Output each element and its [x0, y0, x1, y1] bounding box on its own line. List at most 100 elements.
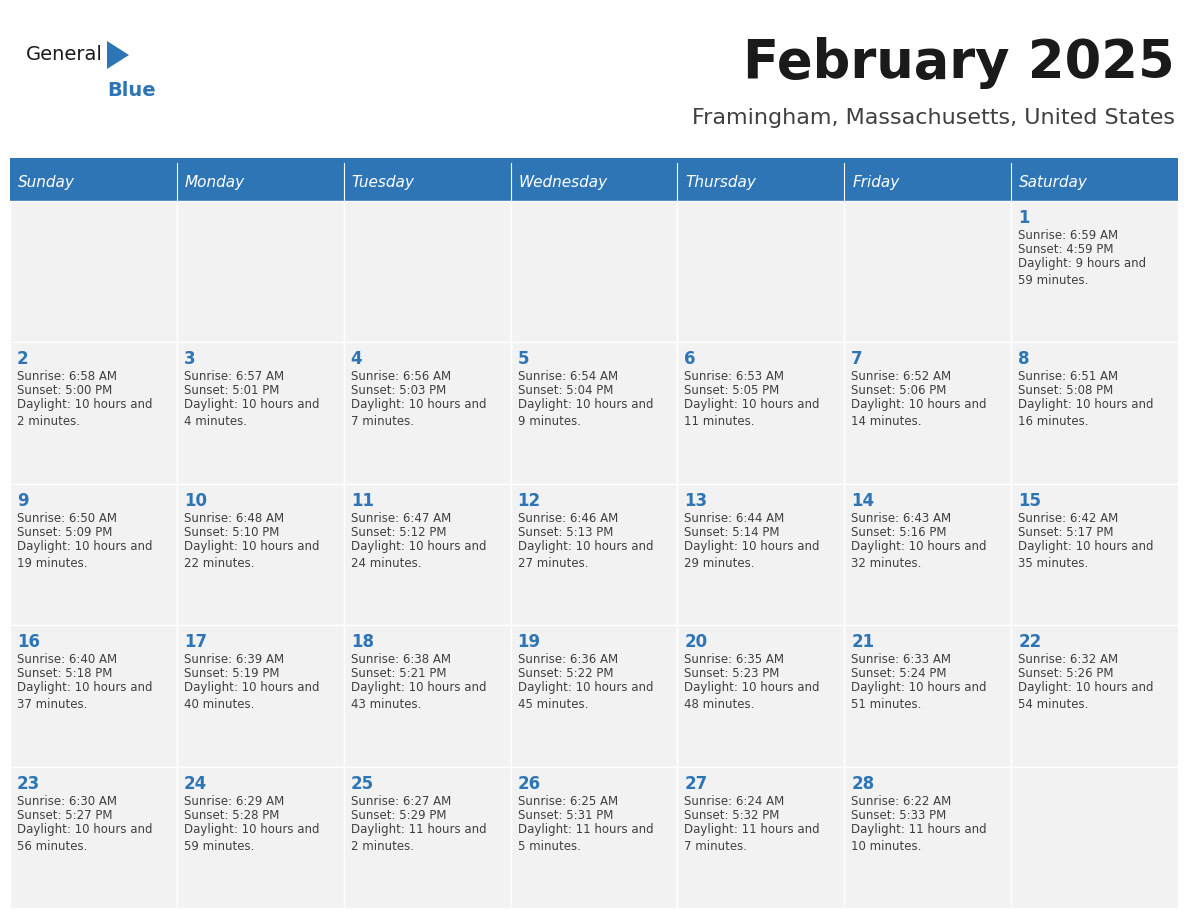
Text: Sunset: 5:06 PM: Sunset: 5:06 PM: [852, 385, 947, 397]
Text: Daylight: 10 hours and
37 minutes.: Daylight: 10 hours and 37 minutes.: [17, 681, 152, 711]
Text: Daylight: 10 hours and
16 minutes.: Daylight: 10 hours and 16 minutes.: [1018, 398, 1154, 429]
Polygon shape: [107, 41, 129, 69]
Text: 2: 2: [17, 351, 29, 368]
Text: Daylight: 10 hours and
22 minutes.: Daylight: 10 hours and 22 minutes.: [184, 540, 320, 570]
Text: Sunrise: 6:29 AM: Sunrise: 6:29 AM: [184, 795, 284, 808]
Text: Sunset: 5:29 PM: Sunset: 5:29 PM: [350, 809, 447, 822]
Text: Sunset: 5:17 PM: Sunset: 5:17 PM: [1018, 526, 1113, 539]
Text: 20: 20: [684, 633, 708, 651]
Text: Sunset: 5:14 PM: Sunset: 5:14 PM: [684, 526, 781, 539]
Text: General: General: [26, 46, 103, 64]
Bar: [177, 342, 343, 484]
Text: Daylight: 10 hours and
24 minutes.: Daylight: 10 hours and 24 minutes.: [350, 540, 486, 570]
Bar: [10, 158, 1178, 163]
Text: Sunrise: 6:43 AM: Sunrise: 6:43 AM: [852, 512, 952, 525]
Text: Daylight: 10 hours and
29 minutes.: Daylight: 10 hours and 29 minutes.: [684, 540, 820, 570]
Text: Sunrise: 6:58 AM: Sunrise: 6:58 AM: [17, 370, 116, 384]
Text: 25: 25: [350, 775, 374, 792]
Text: Sunset: 5:05 PM: Sunset: 5:05 PM: [684, 385, 779, 397]
Text: Daylight: 10 hours and
7 minutes.: Daylight: 10 hours and 7 minutes.: [350, 398, 486, 429]
Text: Sunset: 5:33 PM: Sunset: 5:33 PM: [852, 809, 947, 822]
Text: Sunset: 5:10 PM: Sunset: 5:10 PM: [184, 526, 279, 539]
Text: 14: 14: [852, 492, 874, 509]
Text: Daylight: 10 hours and
43 minutes.: Daylight: 10 hours and 43 minutes.: [350, 681, 486, 711]
Bar: [845, 484, 1011, 625]
Text: Sunrise: 6:57 AM: Sunrise: 6:57 AM: [184, 370, 284, 384]
Text: 22: 22: [1018, 633, 1042, 651]
Text: Sunset: 5:01 PM: Sunset: 5:01 PM: [184, 385, 279, 397]
Bar: [511, 201, 677, 342]
Text: Monday: Monday: [185, 174, 245, 189]
Text: 8: 8: [1018, 351, 1030, 368]
Text: 23: 23: [17, 775, 40, 792]
Text: Sunrise: 6:51 AM: Sunrise: 6:51 AM: [1018, 370, 1118, 384]
Text: 27: 27: [684, 775, 708, 792]
Bar: [343, 163, 511, 201]
Text: Daylight: 10 hours and
56 minutes.: Daylight: 10 hours and 56 minutes.: [17, 823, 152, 853]
Bar: [1011, 767, 1178, 908]
Text: Sunset: 5:23 PM: Sunset: 5:23 PM: [684, 667, 779, 680]
Text: 24: 24: [184, 775, 207, 792]
Text: Sunset: 5:18 PM: Sunset: 5:18 PM: [17, 667, 113, 680]
Text: Sunset: 5:03 PM: Sunset: 5:03 PM: [350, 385, 446, 397]
Bar: [677, 342, 845, 484]
Text: 7: 7: [852, 351, 862, 368]
Bar: [511, 342, 677, 484]
Text: 13: 13: [684, 492, 708, 509]
Text: 16: 16: [17, 633, 40, 651]
Text: Sunset: 5:31 PM: Sunset: 5:31 PM: [518, 809, 613, 822]
Text: Sunrise: 6:27 AM: Sunrise: 6:27 AM: [350, 795, 451, 808]
Bar: [677, 767, 845, 908]
Text: Sunrise: 6:22 AM: Sunrise: 6:22 AM: [852, 795, 952, 808]
Bar: [10, 342, 177, 484]
Bar: [10, 484, 1178, 487]
Text: Sunset: 5:08 PM: Sunset: 5:08 PM: [1018, 385, 1113, 397]
Text: 10: 10: [184, 492, 207, 509]
Text: Sunset: 5:28 PM: Sunset: 5:28 PM: [184, 809, 279, 822]
Text: Daylight: 10 hours and
19 minutes.: Daylight: 10 hours and 19 minutes.: [17, 540, 152, 570]
Text: Sunrise: 6:44 AM: Sunrise: 6:44 AM: [684, 512, 785, 525]
Bar: [10, 163, 177, 201]
Text: 4: 4: [350, 351, 362, 368]
Text: Sunset: 5:27 PM: Sunset: 5:27 PM: [17, 809, 113, 822]
Text: Sunrise: 6:46 AM: Sunrise: 6:46 AM: [518, 512, 618, 525]
Bar: [845, 625, 1011, 767]
Text: Sunday: Sunday: [18, 174, 75, 189]
Bar: [10, 767, 1178, 769]
Text: Daylight: 10 hours and
27 minutes.: Daylight: 10 hours and 27 minutes.: [518, 540, 653, 570]
Text: 5: 5: [518, 351, 529, 368]
Text: Daylight: 10 hours and
48 minutes.: Daylight: 10 hours and 48 minutes.: [684, 681, 820, 711]
Bar: [511, 484, 677, 625]
Text: Daylight: 11 hours and
2 minutes.: Daylight: 11 hours and 2 minutes.: [350, 823, 486, 853]
Text: Tuesday: Tuesday: [352, 174, 415, 189]
Bar: [10, 625, 1178, 628]
Text: Sunrise: 6:52 AM: Sunrise: 6:52 AM: [852, 370, 952, 384]
Text: Daylight: 9 hours and
59 minutes.: Daylight: 9 hours and 59 minutes.: [1018, 257, 1146, 287]
Text: 3: 3: [184, 351, 196, 368]
Text: Sunset: 5:13 PM: Sunset: 5:13 PM: [518, 526, 613, 539]
Text: Sunrise: 6:59 AM: Sunrise: 6:59 AM: [1018, 229, 1118, 242]
Text: Wednesday: Wednesday: [519, 174, 608, 189]
Text: Sunset: 5:04 PM: Sunset: 5:04 PM: [518, 385, 613, 397]
Text: Daylight: 10 hours and
54 minutes.: Daylight: 10 hours and 54 minutes.: [1018, 681, 1154, 711]
Text: Daylight: 10 hours and
4 minutes.: Daylight: 10 hours and 4 minutes.: [184, 398, 320, 429]
Text: Sunrise: 6:38 AM: Sunrise: 6:38 AM: [350, 654, 450, 666]
Bar: [10, 342, 1178, 345]
Text: Sunrise: 6:53 AM: Sunrise: 6:53 AM: [684, 370, 784, 384]
Text: Daylight: 10 hours and
51 minutes.: Daylight: 10 hours and 51 minutes.: [852, 681, 987, 711]
Text: Sunrise: 6:33 AM: Sunrise: 6:33 AM: [852, 654, 952, 666]
Text: Sunset: 5:12 PM: Sunset: 5:12 PM: [350, 526, 447, 539]
Bar: [10, 201, 177, 342]
Text: Daylight: 11 hours and
5 minutes.: Daylight: 11 hours and 5 minutes.: [518, 823, 653, 853]
Text: Saturday: Saturday: [1019, 174, 1088, 189]
Text: Sunset: 5:21 PM: Sunset: 5:21 PM: [350, 667, 447, 680]
Text: 12: 12: [518, 492, 541, 509]
Text: 19: 19: [518, 633, 541, 651]
Bar: [10, 767, 177, 908]
Text: Sunset: 5:00 PM: Sunset: 5:00 PM: [17, 385, 112, 397]
Text: Sunset: 5:32 PM: Sunset: 5:32 PM: [684, 809, 779, 822]
Text: Sunrise: 6:32 AM: Sunrise: 6:32 AM: [1018, 654, 1118, 666]
Text: 18: 18: [350, 633, 374, 651]
Bar: [1011, 625, 1178, 767]
Text: 26: 26: [518, 775, 541, 792]
